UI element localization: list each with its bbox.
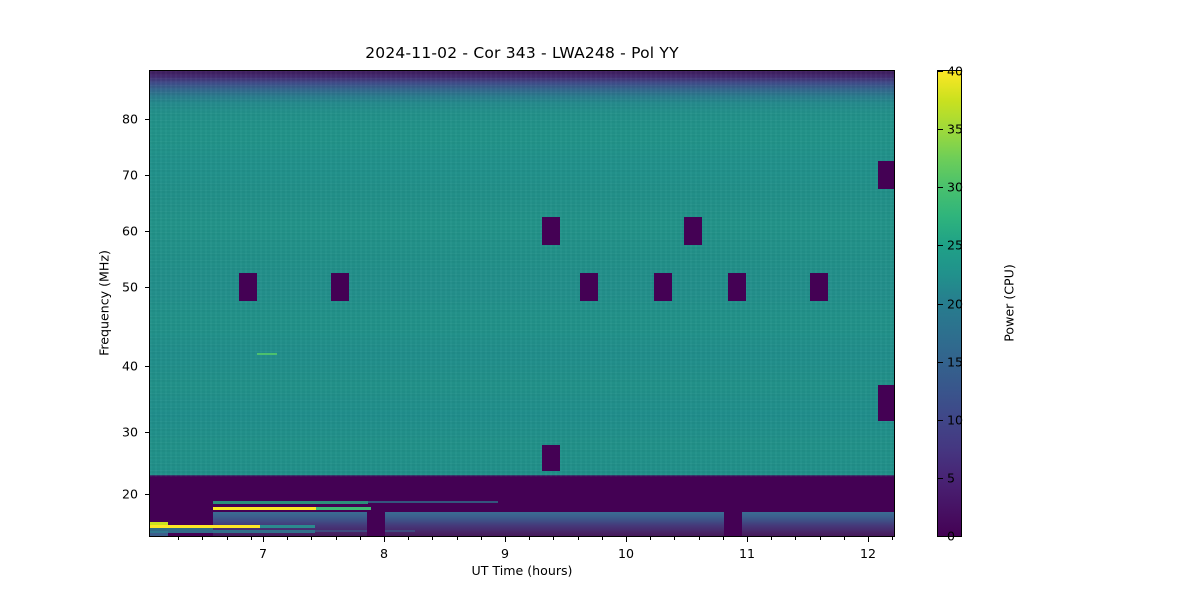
x-tick-label: 9: [500, 546, 510, 561]
y-tick-label: 60: [121, 223, 138, 239]
x-axis-label: UT Time (hours): [471, 563, 573, 578]
flagged-block-3: [580, 273, 598, 301]
flagged-block-10: [878, 385, 894, 421]
streak-low-2b: [315, 530, 415, 532]
x-tick-label: 11: [738, 546, 756, 561]
spectrogram-axes: [149, 70, 895, 537]
low-left-corner-mask: [150, 512, 213, 520]
flagged-block-2: [331, 273, 349, 301]
spectrogram-time-noise: [150, 71, 894, 536]
data-gap-8h: [367, 512, 385, 536]
colorbar-tick-label: 20: [947, 296, 964, 311]
bright-streak-b-tail: [260, 525, 315, 528]
y-tick-label: 50: [121, 279, 138, 295]
colorbar-tick-label: 40: [947, 63, 964, 79]
flagged-block-9: [878, 161, 894, 189]
streak-low-3: [325, 536, 585, 537]
streak-lowleft-1: [150, 526, 213, 530]
bright-streak-a-tail: [316, 507, 371, 510]
y-tick-label: 70: [121, 167, 138, 183]
y-tick-label: 20: [121, 486, 138, 502]
bright-streak-b: [150, 525, 260, 528]
colorbar-tick-label: 5: [947, 470, 956, 486]
colorbar-tick-label: 15: [947, 354, 964, 370]
spectrogram-banding: [150, 71, 894, 536]
colorbar-tick-label: 10: [947, 412, 964, 428]
y-tick-label: 40: [121, 358, 138, 374]
page-title: 2024-11-02 - Cor 343 - LWA248 - Pol YY: [365, 44, 679, 62]
colorbar-label: Power (CPU): [1001, 264, 1017, 342]
x-tick-label: 7: [258, 546, 268, 561]
y-tick-label: 30: [121, 424, 138, 440]
spectrogram-image: [150, 71, 894, 536]
flagged-block-11: [542, 445, 560, 471]
colorbar-tick-label: 35: [947, 121, 964, 137]
flagged-block-4: [654, 273, 672, 301]
low-region-seg-4: [742, 512, 894, 536]
x-tick-label: 10: [617, 546, 635, 561]
flagged-block-6: [810, 273, 828, 301]
streak-low-2: [150, 530, 315, 533]
y-axis-label: Frequency (MHz): [96, 250, 112, 356]
bright-streak-a: [213, 507, 316, 510]
bright-streak-b-head: [150, 522, 168, 525]
flagged-block-5: [728, 273, 746, 301]
streak-low-1b: [368, 501, 498, 503]
flagged-block-1: [239, 273, 257, 301]
colorbar-tick-label: 0: [947, 528, 956, 544]
x-tick-label: 12: [859, 546, 877, 561]
low-region-seg-3: [644, 512, 724, 536]
low-region-seg-2: [367, 512, 644, 536]
rfi-band-20mhz: [150, 477, 894, 512]
colorbar-tick-label: 25: [947, 237, 964, 253]
flagged-block-7: [542, 217, 560, 245]
colorbar: 40 35 30 25 20 15 10 5 0: [937, 64, 964, 544]
streak-low-1: [213, 501, 368, 504]
green-streak-42mhz: [257, 353, 277, 355]
colorbar-tick-label: 30: [947, 179, 964, 195]
flagged-block-8: [684, 217, 702, 245]
streak-lowleft-2: [150, 531, 168, 536]
y-tick-label: 80: [121, 111, 138, 127]
x-tick-label: 8: [379, 546, 389, 561]
data-gap-11-3h: [724, 512, 742, 536]
